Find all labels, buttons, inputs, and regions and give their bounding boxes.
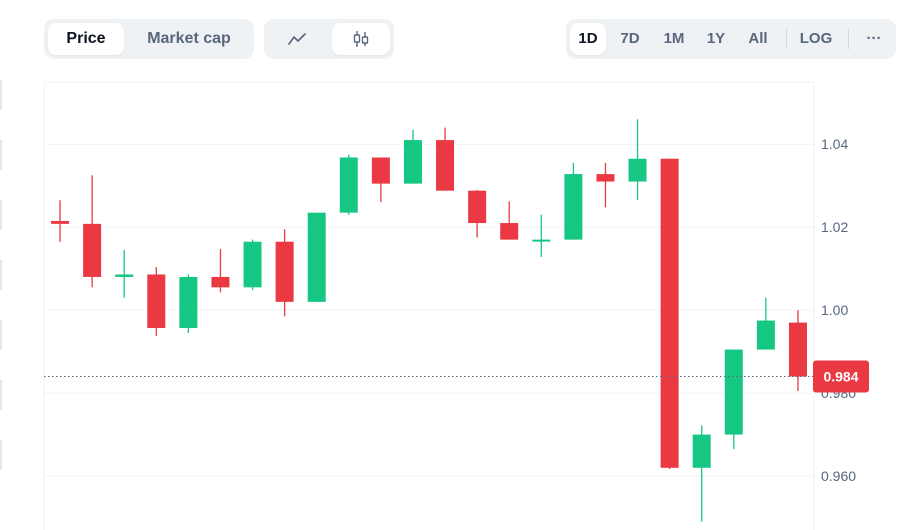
candle-body (179, 276, 198, 328)
candle (660, 158, 679, 470)
grid-lines (44, 143, 814, 477)
range-divider (786, 29, 787, 49)
candle-body (147, 274, 166, 328)
candle (275, 229, 294, 317)
range-switch: 1D 7D 1M 1Y All LOG ··· (566, 19, 896, 59)
left-edge-markers (0, 80, 2, 520)
candles (51, 119, 807, 522)
candle (436, 127, 455, 191)
candle-body (596, 174, 615, 182)
candle (596, 162, 615, 208)
candle-body (532, 239, 551, 242)
candle-body (468, 190, 487, 224)
candle (211, 249, 230, 293)
candle (51, 200, 70, 242)
candle (179, 274, 198, 333)
range-7d-button[interactable]: 7D (620, 30, 640, 47)
metric-switch: Price Market cap (44, 19, 254, 59)
tab-market-cap[interactable]: Market cap (147, 30, 231, 47)
candle (500, 201, 519, 240)
range-1d-button[interactable]: 1D (570, 23, 606, 55)
view-switch (264, 19, 394, 59)
y-tick-label: 1.02 (821, 219, 848, 235)
candle-body (692, 434, 711, 468)
candle (628, 119, 647, 201)
chart-toolbar: Price Market cap 1D 7D 1M 1Y All LOG ··· (0, 19, 900, 61)
range-1y-button[interactable]: 1Y (706, 30, 726, 47)
candle (788, 310, 807, 392)
line-view-button[interactable] (268, 23, 326, 55)
candle (243, 239, 262, 290)
candle-body (436, 140, 455, 191)
y-tick-label: 0.960 (821, 468, 856, 484)
candle (147, 267, 166, 336)
candle-body (275, 241, 294, 302)
candle (115, 250, 134, 298)
candle-body (115, 274, 134, 277)
candle-body (788, 322, 807, 377)
candle (468, 189, 487, 238)
candle-body (403, 140, 422, 184)
candle-body (724, 349, 743, 435)
candle-body (307, 212, 326, 302)
more-options-button[interactable]: ··· (866, 30, 882, 47)
candle-body (564, 174, 583, 240)
candlestick-icon (353, 31, 369, 47)
candle (339, 154, 358, 215)
y-tick-label: 1.04 (821, 136, 848, 152)
candle (83, 175, 102, 288)
candle-body (628, 158, 647, 182)
y-tick-label: 1.00 (821, 302, 848, 318)
range-1m-button[interactable]: 1M (663, 30, 685, 47)
candle-body (243, 241, 262, 288)
current-price-badge (813, 360, 869, 393)
candle (756, 297, 775, 350)
candle (692, 425, 711, 522)
candle (403, 129, 422, 184)
candle-body (371, 157, 390, 184)
candle-body (83, 223, 102, 277)
range-all-button[interactable]: All (748, 30, 768, 47)
candle (307, 212, 326, 302)
log-scale-button[interactable]: LOG (799, 30, 833, 47)
candle (564, 162, 583, 240)
current-price-label: 0.984 (823, 369, 858, 385)
more-divider (848, 29, 849, 49)
candle-body (51, 220, 70, 224)
candlestick-view-button[interactable] (332, 23, 390, 55)
candle-body (500, 223, 519, 240)
tab-price[interactable]: Price (48, 23, 124, 55)
candle (532, 214, 551, 258)
candle-body (756, 320, 775, 350)
candle (724, 349, 743, 450)
candle-body (660, 158, 679, 468)
candle (371, 157, 390, 203)
line-chart-icon (288, 33, 306, 45)
candle-body (211, 276, 230, 288)
candle-body (339, 157, 358, 213)
current-price-marker: 0.984 (44, 360, 869, 393)
